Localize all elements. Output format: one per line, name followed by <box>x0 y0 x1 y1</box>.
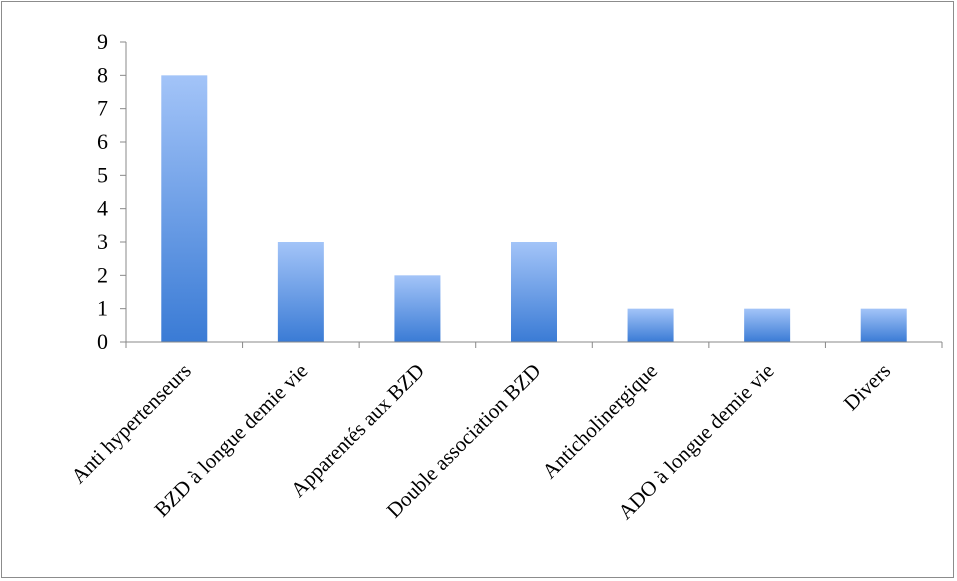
y-tick-label: 1 <box>97 296 108 321</box>
y-tick-label: 9 <box>97 29 108 54</box>
x-category-label: Divers <box>839 359 896 416</box>
y-tick-label: 5 <box>97 162 108 187</box>
axes-group <box>120 41 943 348</box>
bar-3 <box>511 242 557 342</box>
y-tick-labels: 0 1 2 3 4 5 6 7 8 9 <box>97 29 108 354</box>
y-tick-label: 4 <box>97 196 108 221</box>
y-tick-label: 7 <box>97 96 108 121</box>
bar-0 <box>161 75 208 342</box>
y-tick-label: 2 <box>97 262 108 287</box>
y-tick-label: 6 <box>97 129 108 154</box>
y-tick-label: 3 <box>97 229 108 254</box>
x-category-label: Anticholinergique <box>537 359 662 484</box>
bar-4 <box>627 308 674 342</box>
bar-2 <box>394 275 441 342</box>
bar-6 <box>860 308 907 342</box>
x-category-label: Anti hypertenseurs <box>66 359 196 489</box>
bar-1 <box>277 242 324 342</box>
y-tick-label: 0 <box>97 329 108 354</box>
y-tick-label: 8 <box>97 62 108 87</box>
bar-5 <box>744 308 791 342</box>
bars-group <box>161 75 907 342</box>
